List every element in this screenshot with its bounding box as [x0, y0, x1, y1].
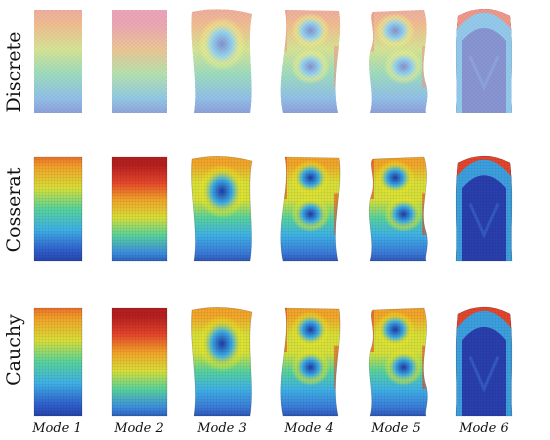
column-label-mode-6: Mode 6: [458, 421, 509, 436]
panel-discrete-mode-3: [191, 9, 252, 113]
panel-cauchy-mode-3: [191, 307, 253, 417]
row-label-cauchy: Cauchy: [3, 314, 25, 386]
panel-discrete-mode-4: [280, 10, 341, 113]
column-label-mode-5: Mode 5: [370, 421, 421, 436]
column-label-mode-1: Mode 1: [31, 421, 82, 436]
panel-discrete-mode-5: [369, 10, 428, 113]
panel-cauchy-mode-1: [33, 307, 83, 417]
panel-cauchy-mode-2: [111, 307, 168, 417]
column-label-mode-4: Mode 4: [283, 421, 334, 436]
panel-cosserat-mode-4: [280, 156, 341, 262]
column-labels: Mode 1 Mode 2 Mode 3 Mode 4 Mode 5 Mode …: [31, 421, 509, 436]
panel-cosserat-mode-3: [191, 156, 253, 262]
row-label-cosserat: Cosserat: [3, 167, 25, 252]
panel-cosserat-mode-1: [33, 156, 83, 262]
column-label-mode-3: Mode 3: [196, 421, 247, 436]
panel-cosserat-mode-2: [111, 156, 168, 262]
row-label-discrete: Discrete: [3, 32, 25, 113]
panel-cosserat-mode-6: [455, 155, 513, 262]
panel-cosserat-mode-5: [368, 156, 428, 262]
column-label-mode-2: Mode 2: [113, 421, 164, 436]
panels: [33, 9, 513, 417]
panel-discrete-mode-2: [112, 10, 167, 113]
panel-discrete-mode-6: [456, 9, 512, 113]
row-labels: Discrete Cosserat Cauchy: [3, 32, 25, 386]
panel-discrete-mode-1: [34, 10, 82, 113]
panel-cauchy-mode-4: [280, 307, 341, 417]
panel-cauchy-mode-6: [455, 306, 513, 417]
panel-cauchy-mode-5: [368, 307, 428, 417]
